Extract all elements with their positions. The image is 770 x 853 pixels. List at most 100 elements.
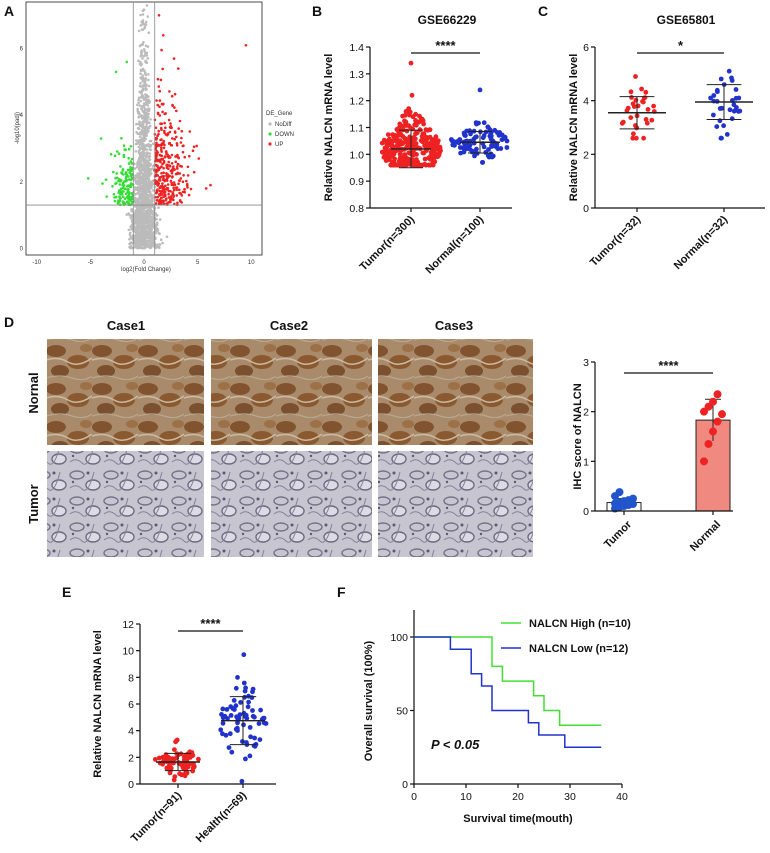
volcano-point-up <box>244 44 248 47</box>
volcano-point-nodiff <box>149 143 153 147</box>
volcano-point-nodiff <box>144 137 147 141</box>
data-point <box>234 714 240 720</box>
data-point <box>227 731 233 737</box>
data-point <box>246 699 252 705</box>
data-point <box>630 135 636 141</box>
data-point <box>181 766 187 771</box>
x-category-label: Tumor(n=300) <box>358 213 418 273</box>
volcano-point-nodiff <box>148 227 152 231</box>
volcano-point-down <box>112 193 116 196</box>
volcano-point-nodiff <box>128 245 131 249</box>
volcano-point-nodiff <box>137 183 141 186</box>
data-point <box>226 745 232 750</box>
volcano-point-up <box>154 146 158 149</box>
volcano-point-nodiff <box>148 213 151 216</box>
data-point <box>403 136 409 142</box>
volcano-point-nodiff <box>156 228 160 231</box>
volcano-point-up <box>172 57 176 60</box>
volcano-point-up <box>174 160 177 164</box>
ihc-score-point <box>709 397 717 406</box>
volcano-point-up <box>179 164 182 168</box>
volcano-point-nodiff <box>134 150 138 153</box>
volcano-point-up <box>209 183 212 187</box>
volcano-point-nodiff <box>144 162 148 165</box>
data-point <box>233 703 239 709</box>
volcano-point-nodiff <box>144 52 147 55</box>
volcano-point-down <box>126 185 129 188</box>
row-tumor-label: Tumor <box>26 484 41 523</box>
data-point <box>182 773 188 779</box>
volcano-point-nodiff <box>141 132 144 135</box>
volcano-point-nodiff <box>141 43 144 46</box>
data-point <box>404 159 410 165</box>
volcano-x-tick: 5 <box>196 260 200 266</box>
data-point <box>403 119 409 125</box>
volcano-point-nodiff <box>140 91 143 95</box>
volcano-point-up <box>165 179 169 182</box>
volcano-point-down <box>125 60 129 64</box>
panel-E-chart: 0 2 4 6 8 10 12 Relative NALCN mRNA level Tumor(… <box>92 616 276 845</box>
volcano-point-nodiff <box>143 167 146 170</box>
volcano-point-nodiff <box>144 113 147 116</box>
significance-stars: **** <box>200 616 221 631</box>
volcano-point-up <box>179 141 183 144</box>
volcano-point-nodiff <box>161 241 164 245</box>
case1-label: Case1 <box>107 318 145 333</box>
volcano-point-down <box>118 183 122 186</box>
volcano-point-up <box>173 202 176 206</box>
volcano-point-up <box>160 138 163 141</box>
volcano-point-nodiff <box>145 102 148 105</box>
volcano-x-tick: 10 <box>248 260 255 266</box>
volcano-point-nodiff <box>148 148 151 151</box>
volcano-point-up <box>204 187 208 190</box>
y-tick-label: 12 <box>122 619 134 631</box>
data-point <box>736 95 742 101</box>
volcano-point-up <box>183 155 186 159</box>
volcano-point-down <box>129 174 133 178</box>
volcano-point-up <box>167 118 171 122</box>
volcano-point-up <box>169 197 172 200</box>
volcano-point-up <box>178 188 181 192</box>
volcano-y-tick: 0 <box>20 246 24 252</box>
data-point <box>437 146 443 152</box>
volcano-point-nodiff <box>148 219 151 223</box>
data-point <box>252 735 257 741</box>
ihc-normal-case2 <box>211 339 372 445</box>
ihc-normal-case3 <box>378 339 533 445</box>
volcano-point-nodiff <box>150 172 153 175</box>
volcano-point-nodiff <box>143 133 146 136</box>
volcano-point-up <box>192 170 196 174</box>
volcano-point-nodiff <box>144 23 148 27</box>
volcano-x-tick: -5 <box>88 260 94 266</box>
data-point <box>721 123 726 129</box>
volcano-point-nodiff <box>144 200 147 203</box>
volcano-point-nodiff <box>137 112 140 115</box>
data-point <box>196 756 201 762</box>
volcano-point-nodiff <box>140 233 143 237</box>
volcano-point-up <box>170 153 174 157</box>
volcano-point-nodiff <box>140 107 143 110</box>
data-point <box>225 716 230 721</box>
data-point <box>633 135 639 141</box>
volcano-point-down <box>120 193 124 196</box>
y-tick-label: 6 <box>583 42 589 54</box>
y-tick-label: 0 <box>583 506 589 518</box>
volcano-point-up <box>165 166 169 170</box>
volcano-point-nodiff <box>146 181 149 185</box>
x-tick-label: 0 <box>411 791 417 803</box>
volcano-point-up <box>173 137 176 141</box>
volcano-point-up <box>165 133 169 137</box>
volcano-point-up <box>156 112 160 116</box>
volcano-point-nodiff <box>146 57 150 60</box>
volcano-point-nodiff <box>137 219 141 222</box>
data-point <box>231 698 237 703</box>
volcano-point-nodiff <box>146 95 149 98</box>
volcano-point-up <box>156 151 159 155</box>
volcano-point-up <box>162 199 165 202</box>
data-point <box>241 680 247 686</box>
volcano-point-up <box>182 174 185 177</box>
data-point <box>400 141 406 147</box>
data-point <box>463 142 468 148</box>
data-point <box>489 154 495 160</box>
data-point <box>152 757 158 762</box>
